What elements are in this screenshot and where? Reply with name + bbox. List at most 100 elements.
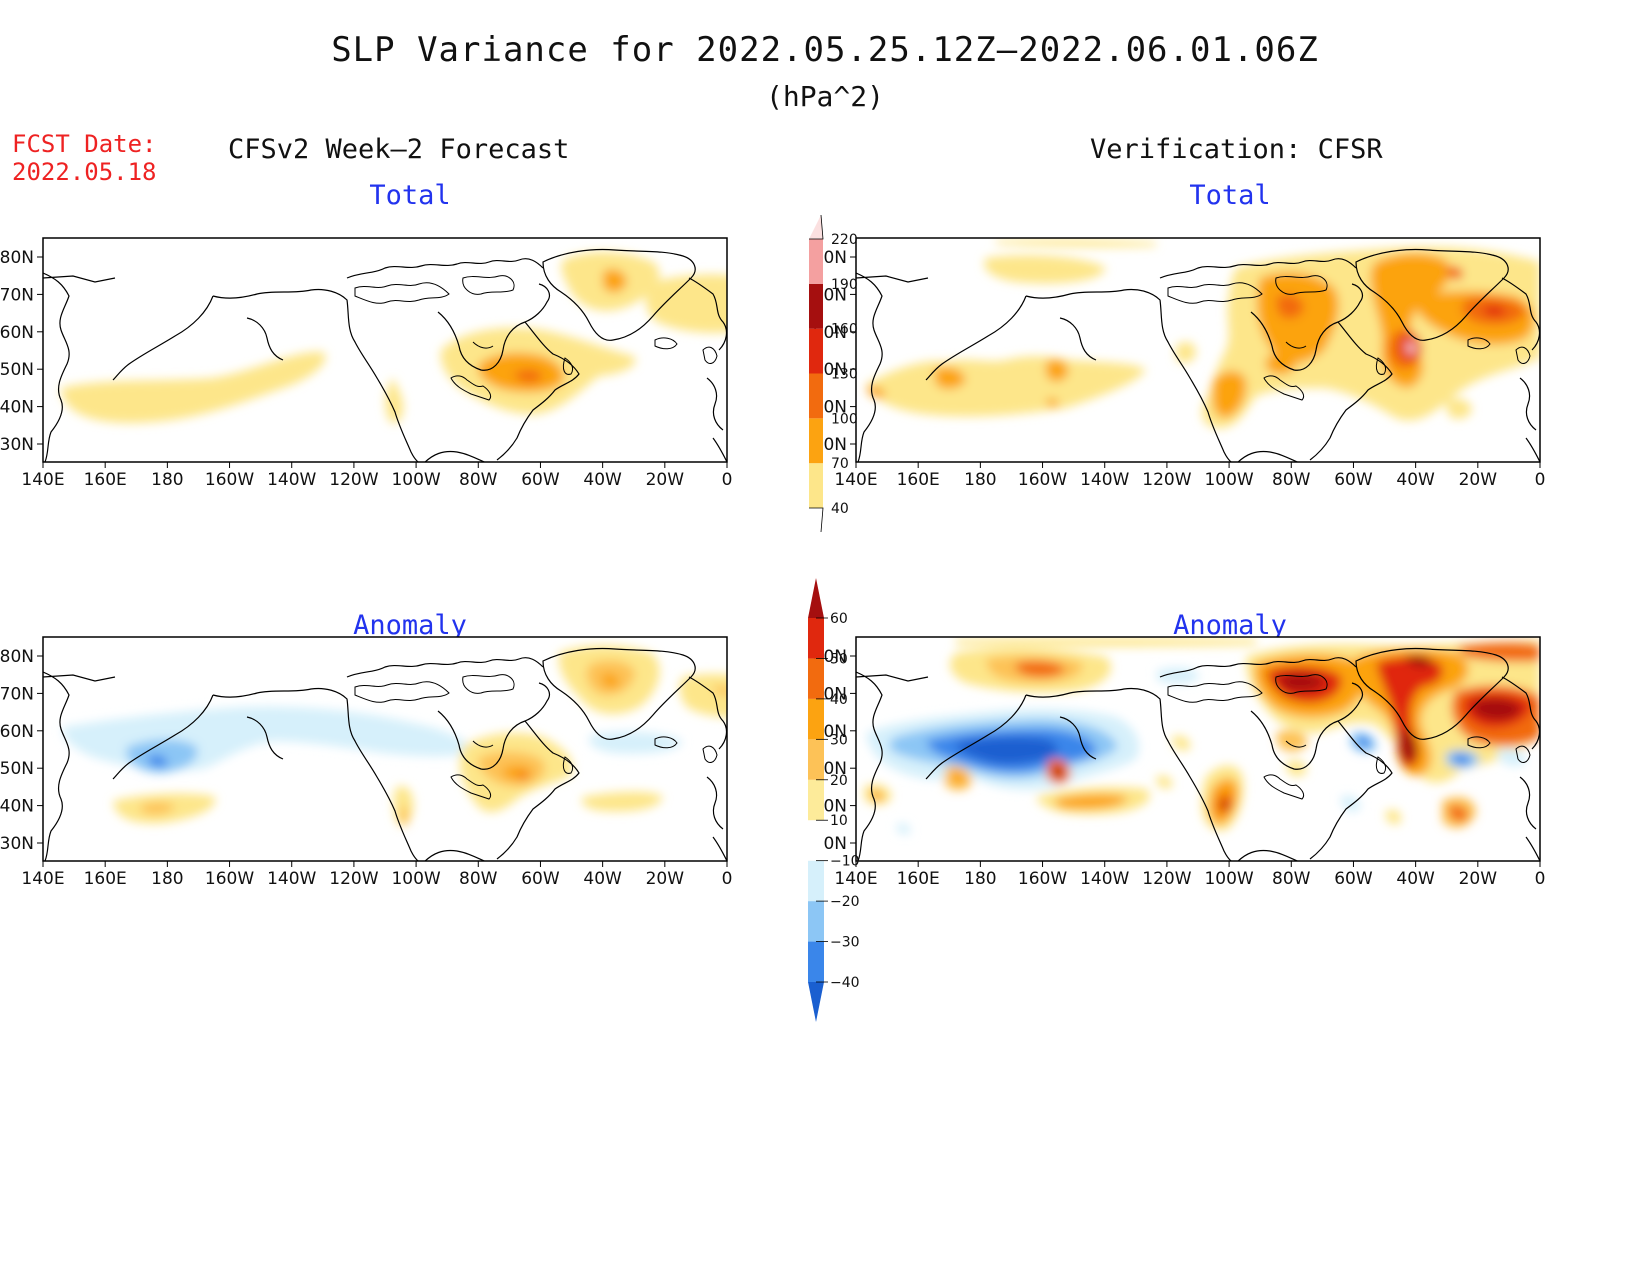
lon-label: 0 bbox=[1535, 869, 1546, 889]
colorbar-segment bbox=[808, 739, 824, 780]
lon-label: 120W bbox=[329, 869, 378, 889]
lon-label: 160E bbox=[84, 470, 127, 490]
lon-label: 40W bbox=[1396, 869, 1435, 889]
colorbar-segment bbox=[808, 941, 824, 982]
colorbar-segment bbox=[808, 779, 824, 821]
lon-label: 160E bbox=[897, 470, 940, 490]
lon-label: 40W bbox=[583, 470, 622, 490]
colorbar-segment bbox=[808, 860, 824, 902]
lon-label: 140E bbox=[834, 869, 877, 889]
right-column-title: Verification: CFSR bbox=[1090, 134, 1383, 165]
lon-label: 160E bbox=[897, 869, 940, 889]
colorbar-segment bbox=[809, 373, 823, 419]
lon-label: 40W bbox=[583, 869, 622, 889]
panel-forecast-anomaly bbox=[42, 636, 728, 862]
colorbar-label: 70 bbox=[831, 456, 849, 472]
lon-label: 20W bbox=[1459, 470, 1498, 490]
lon-label: 0 bbox=[722, 470, 733, 490]
colorbar-segment bbox=[809, 418, 823, 464]
colorbar-label: 190 bbox=[831, 277, 858, 293]
lon-label: 100W bbox=[1204, 470, 1253, 490]
lon-label: 80W bbox=[1272, 869, 1311, 889]
colorbar-label: 40 bbox=[831, 501, 849, 517]
colorbar-segment bbox=[809, 283, 823, 329]
figure-title: SLP Variance for 2022.05.25.12Z–2022.06.… bbox=[331, 30, 1319, 70]
lon-label: 80W bbox=[459, 869, 498, 889]
colorbar-cap-low bbox=[809, 507, 824, 533]
colorbar-label: 10 bbox=[830, 813, 848, 829]
colorbar-segment bbox=[809, 328, 823, 374]
colorbar-cap-low bbox=[808, 982, 824, 1022]
colorbar-segment bbox=[808, 820, 824, 861]
colorbar-segment bbox=[808, 618, 824, 659]
lat-label: 70N bbox=[0, 285, 34, 305]
lon-label: 180 bbox=[964, 470, 996, 490]
lon-label: 140W bbox=[267, 470, 316, 490]
colorbar-label: 40 bbox=[830, 692, 848, 708]
lat-label: 70N bbox=[0, 684, 34, 704]
lon-label: 60W bbox=[1334, 470, 1373, 490]
lon-label: 180 bbox=[964, 869, 996, 889]
lon-label: 20W bbox=[1459, 869, 1498, 889]
colorbar-label: 20 bbox=[830, 773, 848, 789]
figure-units: (hPa^2) bbox=[765, 80, 884, 113]
lon-label: 20W bbox=[646, 470, 685, 490]
panel-verification-anomaly bbox=[855, 636, 1541, 862]
lon-label: 40W bbox=[1396, 470, 1435, 490]
lon-label: 60W bbox=[1334, 869, 1373, 889]
colorbar-label: 160 bbox=[831, 322, 858, 338]
colorbar-segment bbox=[809, 239, 823, 284]
lon-label: 140E bbox=[834, 470, 877, 490]
colorbar-label: 220 bbox=[831, 232, 858, 248]
lon-label: 100W bbox=[391, 470, 440, 490]
lon-label: 160W bbox=[205, 470, 254, 490]
lon-label: 80W bbox=[459, 470, 498, 490]
lon-label: 180 bbox=[151, 470, 183, 490]
left-column-title: CFSv2 Week–2 Forecast bbox=[228, 134, 570, 165]
lon-label: 100W bbox=[1204, 869, 1253, 889]
panel-verification-total bbox=[855, 237, 1541, 463]
colorbar-segment bbox=[808, 698, 824, 740]
lat-label: 50N bbox=[0, 360, 34, 380]
colorbar-anomaly: −40 −30 −20 −10 10 20 30 40 50 60 bbox=[808, 578, 860, 1022]
colorbar-label: 60 bbox=[830, 611, 848, 627]
fcst-date: 2022.05.18 bbox=[12, 158, 157, 186]
lon-label: 180 bbox=[151, 869, 183, 889]
colorbar-label: −20 bbox=[830, 894, 860, 910]
colorbar-cap-high bbox=[809, 214, 824, 240]
lon-label: 120W bbox=[1142, 470, 1191, 490]
colorbar-segment bbox=[808, 901, 824, 942]
lon-label: 160W bbox=[1018, 869, 1067, 889]
lon-label: 120W bbox=[329, 470, 378, 490]
lon-label: 0 bbox=[722, 869, 733, 889]
colorbar-segment bbox=[808, 658, 824, 699]
lon-label: 160W bbox=[1018, 470, 1067, 490]
colorbar-label: 100 bbox=[831, 411, 858, 427]
lon-label: 20W bbox=[646, 869, 685, 889]
panel-forecast-total bbox=[42, 237, 728, 463]
lon-label: 160W bbox=[205, 869, 254, 889]
bottom-left-subtitle: Anomaly bbox=[353, 610, 467, 641]
lon-label: 140W bbox=[267, 869, 316, 889]
colorbar-label: 130 bbox=[831, 367, 858, 383]
lon-label: 60W bbox=[521, 470, 560, 490]
bottom-right-subtitle: Anomaly bbox=[1173, 610, 1287, 641]
lon-label: 0 bbox=[1535, 470, 1546, 490]
lat-label: 30N bbox=[0, 435, 34, 455]
colorbar-label: −10 bbox=[830, 854, 860, 870]
lat-label: 40N bbox=[0, 797, 34, 817]
lat-label: 40N bbox=[0, 398, 34, 418]
colorbar-total: 40 70 100 130 160 190 220 bbox=[809, 214, 858, 533]
fcst-label: FCST Date: bbox=[12, 130, 157, 158]
lon-label: 140E bbox=[21, 470, 64, 490]
lon-label: 60W bbox=[521, 869, 560, 889]
colorbar-label: 30 bbox=[830, 732, 848, 748]
lat-label: 30N bbox=[0, 834, 34, 854]
top-left-subtitle: Total bbox=[369, 180, 451, 211]
lon-label: 120W bbox=[1142, 869, 1191, 889]
lon-label: 140W bbox=[1080, 869, 1129, 889]
lat-label: 60N bbox=[0, 722, 34, 742]
lat-label: 60N bbox=[0, 323, 34, 343]
colorbar-label: −30 bbox=[830, 935, 860, 951]
